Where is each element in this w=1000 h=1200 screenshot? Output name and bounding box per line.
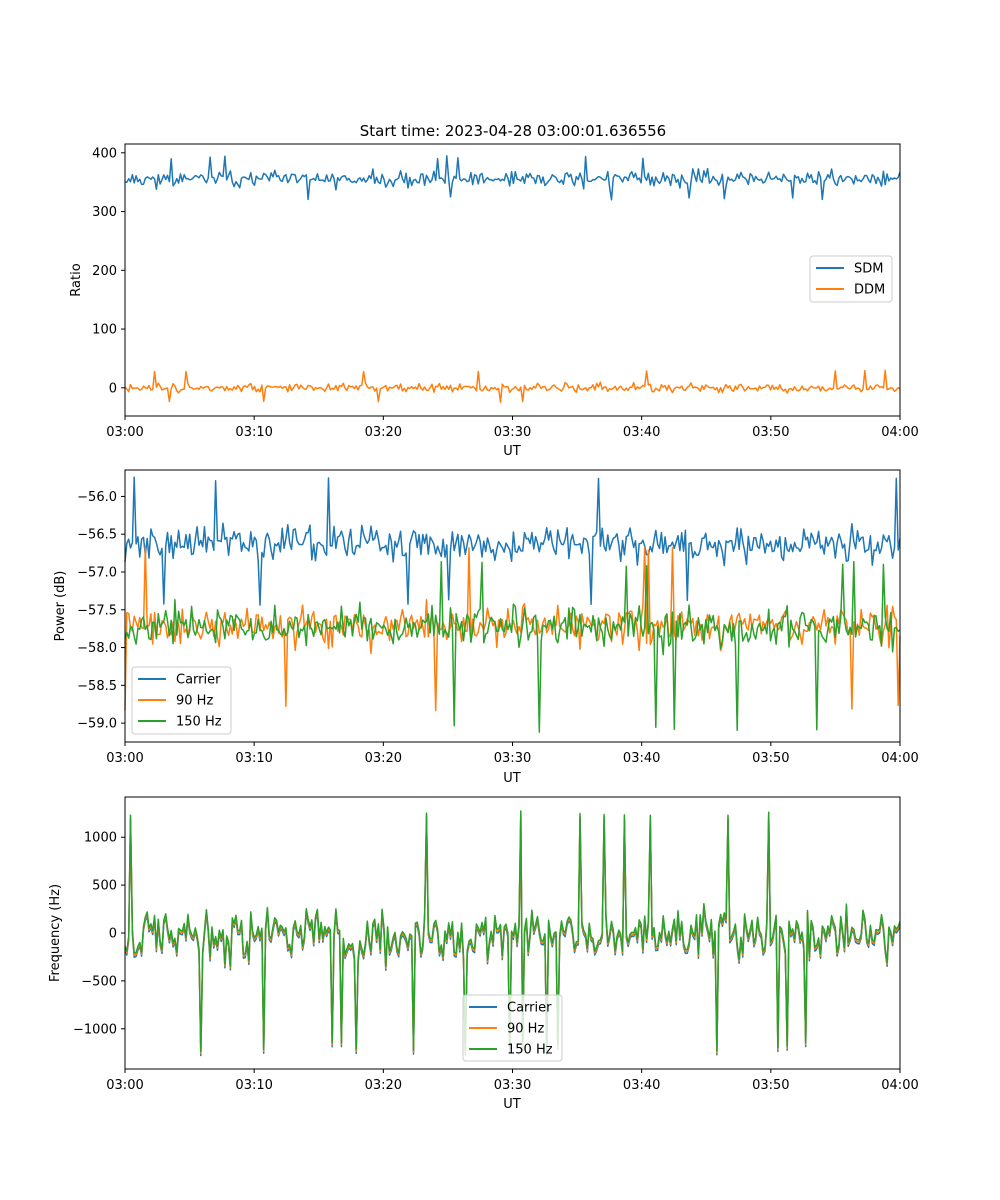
y-tick-label: 400 [92,146,117,161]
x-tick-label: 03:00 [106,751,143,766]
x-tick-label: 03:50 [752,425,789,440]
legend-label: 150 Hz [507,1043,553,1058]
x-tick-label: 04:00 [881,751,918,766]
x-tick-label: 03:00 [106,425,143,440]
x-tick-label: 03:50 [752,1078,789,1093]
legend-label: 90 Hz [176,694,213,709]
y-axis-label: Frequency (Hz) [48,884,63,982]
x-axis: 03:00 03:10 03:20 03:30 03:40 03:50 04:00 [106,742,919,766]
series-line-150-hz [124,560,901,733]
x-tick-label: 03:20 [365,1078,402,1093]
y-tick-label: 200 [92,264,117,279]
x-tick-label: 03:40 [623,1078,660,1093]
x-axis-label: UT [503,1097,521,1112]
x-tick-label: 03:20 [365,751,402,766]
series-line-ddm [124,369,901,403]
series-line-150-hz [124,810,901,1053]
legend-label: 150 Hz [176,715,222,730]
y-tick-label: 100 [92,323,117,338]
chart-title: Start time: 2023-04-28 03:00:01.636556 [360,122,666,140]
x-axis-label: UT [503,444,521,459]
x-axis: 03:00 03:10 03:20 03:30 03:40 03:50 04:00 [106,1069,919,1093]
frequency-panel: 03:00 03:10 03:20 03:30 03:40 03:50 04:00 1000… [48,796,919,1112]
series-layer [124,476,901,733]
y-tick-label: −58.0 [77,641,117,656]
y-axis: 0 100 200 300 400 [92,146,125,396]
x-tick-label: 04:00 [881,425,918,440]
x-tick-label: 03:10 [235,751,272,766]
x-axis: 03:00 03:10 03:20 03:30 03:40 03:50 04:00 [106,416,919,440]
legend-label: Carrier [176,673,221,688]
y-axis: −56.0 −56.5 −57.0 −57.5 −58.0 −58.5 −59.0 [77,490,125,732]
x-tick-label: 03:30 [494,425,531,440]
y-axis-label: Power (dB) [53,571,68,642]
y-tick-label: 1000 [84,831,117,846]
plot-area [125,470,900,742]
x-tick-label: 03:40 [623,751,660,766]
series-layer [124,155,901,403]
legend-label: 90 Hz [507,1022,544,1037]
series-layer [124,810,901,1057]
legend: Carrier 90 Hz 150 Hz [462,994,563,1062]
y-tick-label: 300 [92,205,117,220]
y-tick-label: −56.5 [77,528,117,543]
series-line-carrier [124,476,901,606]
y-tick-label: −1000 [73,1022,117,1037]
x-tick-label: 03:10 [235,425,272,440]
legend: Carrier 90 Hz 150 Hz [131,666,232,735]
y-tick-label: −56.0 [77,490,117,505]
y-tick-label: −59.0 [77,717,117,732]
y-tick-label: −57.0 [77,566,117,581]
x-tick-label: 03:30 [494,751,531,766]
x-axis-label: UT [503,771,521,786]
y-tick-label: 0 [109,381,117,396]
y-axis-label: Ratio [69,263,84,296]
series-line-sdm [124,155,901,201]
x-tick-label: 04:00 [881,1078,918,1093]
x-tick-label: 03:20 [365,425,402,440]
x-tick-label: 03:10 [235,1078,272,1093]
legend-box [131,666,232,735]
y-tick-label: −57.5 [77,603,117,618]
legend-label: SDM [854,262,883,277]
y-tick-label: 500 [92,879,117,894]
y-tick-label: 0 [109,927,117,942]
power-panel: 03:00 03:10 03:20 03:30 03:40 03:50 04:00 −56.… [53,469,919,786]
x-tick-label: 03:00 [106,1078,143,1093]
y-tick-label: −500 [81,974,117,989]
x-tick-label: 03:50 [752,751,789,766]
legend: SDM DDM [809,255,893,303]
x-tick-label: 03:40 [623,425,660,440]
legend-label: Carrier [507,1001,552,1016]
legend-label: DDM [854,283,885,298]
ratio-panel: Start time: 2023-04-28 03:00:01.636556 0… [69,122,919,459]
legend-box [462,994,563,1062]
y-tick-label: −58.5 [77,679,117,694]
x-tick-label: 03:30 [494,1078,531,1093]
y-axis: 1000 500 0 −500 −1000 [73,831,125,1037]
plot-area [125,144,900,416]
